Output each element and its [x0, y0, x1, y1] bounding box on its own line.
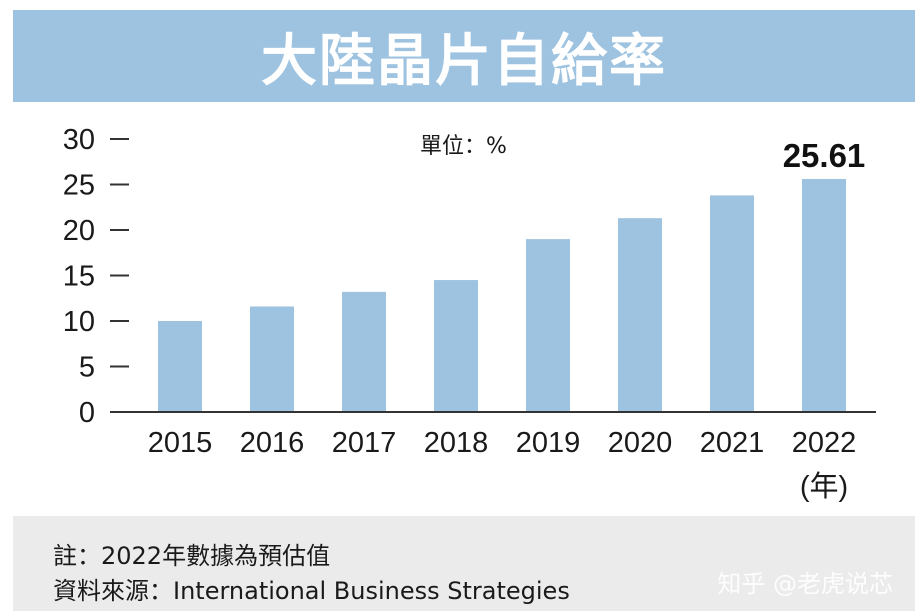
x-tick-label: 2021 — [700, 427, 765, 459]
x-tick-label: 2022 — [792, 427, 857, 459]
bars-group: 25.61 — [158, 137, 865, 412]
bar-2017 — [342, 291, 386, 412]
y-tick-label: 15 — [63, 261, 95, 293]
x-tick-label: 2020 — [608, 427, 673, 459]
footer: 註：2022年數據為預估值 資料來源：International Busines… — [13, 516, 915, 611]
title-bar: 大陸晶片自給率 — [13, 10, 915, 102]
data-label-2022: 25.61 — [783, 137, 866, 174]
y-tick-label: 0 — [79, 397, 95, 429]
unit-label: 單位：% — [420, 134, 507, 159]
y-tick-label: 20 — [63, 215, 95, 247]
bar-2021 — [710, 195, 754, 412]
x-tick-label: 2018 — [424, 427, 489, 459]
source-line: 資料來源：International Business Strategies — [53, 577, 570, 605]
bar-2019 — [526, 239, 570, 412]
y-tick-label: 30 — [63, 124, 95, 156]
bar-2020 — [618, 218, 662, 412]
x-tick-label: 2016 — [240, 427, 305, 459]
bar-2015 — [158, 321, 202, 412]
x-axis: 2015 2016 2017 2018 2019 2020 2021 2022 (年) — [148, 427, 857, 503]
x-tick-label: 2017 — [332, 427, 397, 459]
y-tick-label: 5 — [79, 352, 95, 384]
watermark: 知乎 @老虎说芯 — [717, 570, 893, 598]
x-tick-label: 2019 — [516, 427, 581, 459]
y-tick-label: 10 — [63, 306, 95, 338]
x-axis-unit-label: (年) — [800, 470, 848, 503]
bar-2018 — [434, 280, 478, 412]
chart-title: 大陸晶片自給率 — [261, 28, 667, 94]
bar-2022 — [802, 178, 846, 412]
bar-2016 — [250, 306, 294, 412]
y-tick-label: 25 — [63, 170, 95, 202]
footnote: 註：2022年數據為預估值 — [53, 542, 331, 570]
y-axis: 0 5 10 15 20 25 30 — [63, 124, 129, 429]
x-tick-label: 2015 — [148, 427, 213, 459]
